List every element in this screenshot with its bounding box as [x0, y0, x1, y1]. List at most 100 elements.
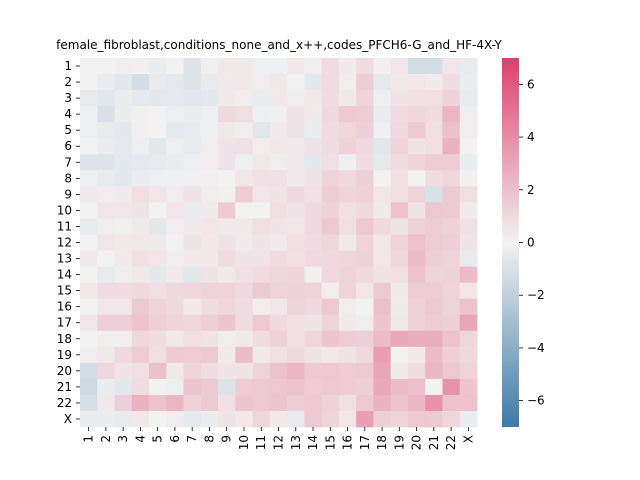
heatmap-cell-10-15: [321, 202, 340, 219]
heatmap-cell-12-13: [287, 234, 305, 251]
heatmap-cell-9-1: [80, 186, 98, 203]
heatmap-cell-18-11: [252, 330, 271, 348]
heatmap-cell-22-22: [442, 394, 461, 412]
heatmap-cell-11-16: [338, 218, 357, 235]
heatmap-cell-12-14: [304, 234, 323, 251]
heatmap-cell-15-11: [252, 282, 271, 300]
heatmap-cell-X-19: [390, 410, 409, 428]
heatmap-cell-5-19: [390, 122, 409, 139]
heatmap-cell-14-9: [218, 266, 236, 284]
heatmap-cell-1-19: [390, 58, 409, 75]
heatmap-cell-3-15: [321, 90, 340, 107]
heatmap-cell-18-16: [338, 330, 357, 348]
heatmap-cell-9-22: [442, 186, 461, 203]
heatmap-cell-22-14: [304, 394, 323, 412]
heatmap-cell-13-22: [442, 250, 461, 267]
heatmap-cell-9-10: [235, 186, 254, 203]
heatmap-cell-17-19: [390, 314, 409, 332]
heatmap-cell-11-4: [131, 218, 150, 235]
heatmap-cell-19-6: [166, 346, 184, 364]
heatmap-cell-22-12: [269, 394, 288, 412]
heatmap-cell-6-22: [442, 138, 461, 155]
heatmap-cell-20-1: [80, 362, 98, 380]
heatmap-cell-6-7: [183, 138, 202, 155]
heatmap-cell-5-21: [425, 122, 443, 139]
heatmap-cell-4-13: [287, 106, 305, 123]
heatmap-cell-3-16: [338, 90, 357, 107]
heatmap-cell-13-15: [321, 250, 340, 267]
heatmap-cell-17-15: [321, 314, 340, 332]
row-tick-label: 19: [57, 348, 72, 362]
heatmap-cell-9-13: [287, 186, 305, 203]
heatmap-cell-5-6: [166, 122, 184, 139]
heatmap-cell-20-18: [373, 362, 392, 380]
heatmap-cell-7-10: [235, 154, 254, 171]
row-tick-label: 8: [64, 171, 72, 185]
heatmap-cell-21-21: [425, 378, 443, 396]
row-tick-label: 1: [64, 59, 72, 73]
heatmap-cell-16-4: [131, 298, 150, 316]
heatmap-cell-14-18: [373, 266, 392, 284]
heatmap-cell-4-21: [425, 106, 443, 123]
heatmap-cell-15-1: [80, 282, 98, 300]
heatmap-cell-11-X: [459, 218, 478, 235]
heatmap-cell-18-1: [80, 330, 98, 348]
heatmap-cell-21-18: [373, 378, 392, 396]
heatmap-cell-10-18: [373, 202, 392, 219]
heatmap-cell-14-15: [321, 266, 340, 284]
heatmap-cell-15-19: [390, 282, 409, 300]
heatmap-cell-17-16: [338, 314, 357, 332]
heatmap-cell-3-21: [425, 90, 443, 107]
heatmap-cell-X-3: [114, 410, 133, 428]
heatmap-cell-8-17: [356, 170, 374, 187]
heatmap-cell-10-9: [218, 202, 236, 219]
heatmap-cell-3-13: [287, 90, 305, 107]
heatmap-cell-14-21: [425, 266, 443, 284]
heatmap-cell-3-8: [200, 90, 219, 107]
heatmap-cell-2-7: [183, 74, 202, 91]
heatmap-cell-21-22: [442, 378, 461, 396]
row-tick-label: 4: [64, 107, 72, 121]
heatmap-cell-5-9: [218, 122, 236, 139]
heatmap-cell-4-8: [200, 106, 219, 123]
heatmap-cell-20-8: [200, 362, 219, 380]
heatmap-cell-20-11: [252, 362, 271, 380]
heatmap-cell-4-10: [235, 106, 254, 123]
heatmap-cell-1-3: [114, 58, 133, 75]
col-tick-label: X: [461, 435, 475, 443]
heatmap-cell-2-21: [425, 74, 443, 91]
heatmap-cell-16-2: [97, 298, 115, 316]
heatmap-cell-14-7: [183, 266, 202, 284]
heatmap-cell-22-11: [252, 394, 271, 412]
col-tick-label: 8: [202, 435, 216, 443]
heatmap-cell-17-20: [407, 314, 426, 332]
heatmap-cell-22-X: [459, 394, 478, 412]
heatmap-cell-16-11: [252, 298, 271, 316]
heatmap-cell-16-18: [373, 298, 392, 316]
heatmap-cell-17-21: [425, 314, 443, 332]
heatmap-cell-14-22: [442, 266, 461, 284]
heatmap-cell-14-8: [200, 266, 219, 284]
col-tick-label: 19: [392, 435, 406, 450]
row-tick-label: X: [64, 412, 72, 426]
heatmap-cell-X-22: [442, 410, 461, 428]
heatmap-cell-1-4: [131, 58, 150, 75]
heatmap-cell-19-15: [321, 346, 340, 364]
col-tick-label: 1: [82, 435, 96, 443]
heatmap-cell-7-20: [407, 154, 426, 171]
colorbar-ticks: −6 −4 −2 0 2 4 6: [519, 77, 545, 408]
heatmap-cell-15-14: [304, 282, 323, 300]
heatmap-cell-9-8: [200, 186, 219, 203]
heatmap-cell-1-2: [97, 58, 115, 75]
col-tick-label: 4: [133, 435, 147, 443]
heatmap-cell-21-14: [304, 378, 323, 396]
row-tick-label: 2: [64, 75, 72, 89]
heatmap-cell-X-6: [166, 410, 184, 428]
heatmap-cell-10-6: [166, 202, 184, 219]
heatmap-cell-4-11: [252, 106, 271, 123]
col-tick-labels: 1 2 3 4 5 6 7 8 9 10 11 12 13 14 15 16 17 18 19 20 21 22 X: [82, 427, 475, 450]
heatmap-cell-3-4: [131, 90, 150, 107]
heatmap-cell-19-10: [235, 346, 254, 364]
heatmap-cell-X-20: [407, 410, 426, 428]
heatmap-cell-7-8: [200, 154, 219, 171]
